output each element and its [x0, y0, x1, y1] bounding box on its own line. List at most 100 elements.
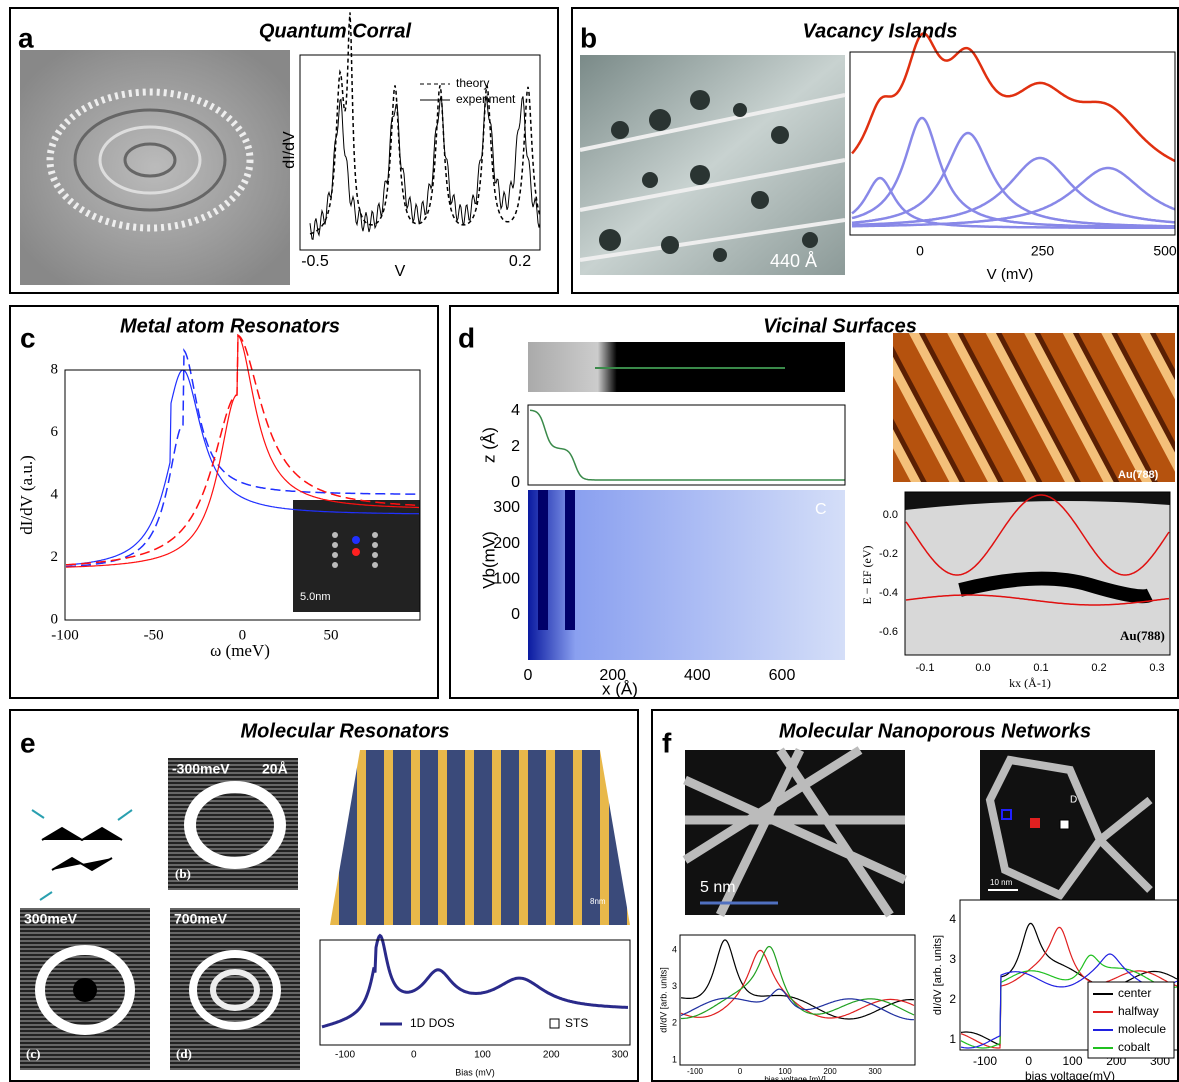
legend-box — [1087, 981, 1175, 1059]
y-tick-label: 4 — [672, 944, 677, 954]
x-tick-label: 500 — [1153, 243, 1177, 259]
x-tick-label: 200 — [543, 1050, 560, 1061]
x-tick-label: -0.1 — [916, 662, 935, 674]
x-axis-label: x (Å) — [602, 679, 638, 698]
x-tick-label: -100 — [687, 1067, 704, 1076]
x-tick-label: 0.2 — [509, 253, 531, 270]
curves — [65, 12, 1178, 1049]
curve — [905, 594, 1170, 606]
x-axis-label: kx (Å-1) — [1009, 676, 1051, 690]
x-tick-label: 0.0 — [975, 662, 990, 674]
plot-frame — [959, 899, 1179, 1051]
plot-frame — [527, 404, 846, 486]
x-tick-label: 0 — [1025, 1054, 1032, 1068]
panel-title: Vacancy Islands — [803, 20, 958, 42]
panel-letter: c — [20, 322, 36, 353]
image-label: Au(788) — [1118, 469, 1159, 481]
panel-title: Molecular Resonators — [241, 720, 450, 742]
x-tick-label: 0.1 — [1033, 662, 1048, 674]
x-tick-label: -100 — [973, 1054, 997, 1068]
x-tick-label: 0 — [239, 627, 247, 643]
y-tick-label: 2 — [672, 1018, 677, 1028]
curve — [309, 12, 541, 235]
y-tick-label: 1 — [672, 1054, 677, 1064]
panel-title: Vicinal Surfaces — [763, 315, 917, 337]
x-tick-label: 0 — [524, 667, 533, 684]
y-axis-label: dI/dV — [281, 131, 298, 169]
curve — [851, 32, 1176, 163]
y-axis-label: E − EF (eV) — [860, 545, 874, 604]
curve — [680, 939, 915, 1020]
legend-marker — [549, 1018, 560, 1029]
panel-title: Quantum Corral — [259, 20, 412, 42]
image-label: 700meV — [174, 911, 228, 927]
x-tick-label: 100 — [1062, 1054, 1082, 1068]
scale-label: 440 Å — [770, 251, 817, 271]
curve — [851, 156, 1176, 227]
y-tick-label: 0 — [51, 611, 59, 627]
curve — [851, 116, 1175, 229]
scale-label: 5 nm — [700, 879, 736, 896]
y-axis-label: dI/dV [arb. units] — [932, 935, 944, 1015]
y-tick-label: 8 — [51, 361, 59, 377]
curve — [309, 95, 541, 240]
plot-frame — [299, 54, 541, 251]
x-tick-label: 100 — [474, 1050, 491, 1061]
panel-letter: e — [20, 727, 36, 758]
curve — [65, 333, 420, 566]
image-label: 20Å — [262, 761, 288, 777]
image-label: D — [1070, 795, 1077, 806]
x-axis-label: V (mV) — [987, 266, 1034, 283]
x-tick-label: 300 — [868, 1067, 882, 1076]
curve — [960, 926, 1178, 1049]
x-tick-label: 100 — [778, 1067, 792, 1076]
plot-frame — [904, 491, 1171, 656]
y-tick-label: 100 — [493, 571, 520, 588]
x-tick-label: 0 — [411, 1050, 417, 1061]
panel-letter: d — [458, 322, 475, 353]
panel-letter: f — [662, 727, 672, 758]
image-label: (b) — [175, 866, 191, 881]
legend-label: STS — [565, 1016, 588, 1030]
legend-label: experiment — [456, 92, 516, 106]
x-tick-label: 250 — [1031, 243, 1055, 259]
images — [20, 50, 1175, 1070]
x-axis-label: Bias (mV) — [455, 1067, 495, 1077]
image-label: -300meV — [172, 761, 230, 777]
y-tick-label: 0 — [511, 606, 520, 623]
y-tick-label: -0.4 — [879, 587, 898, 599]
image-label: 300meV — [24, 911, 78, 927]
scale-label: 8nm — [590, 897, 606, 906]
image-label: (d) — [176, 1046, 192, 1061]
curve — [321, 933, 628, 1029]
x-tick-label: 200 — [599, 667, 626, 684]
legend-label: center — [1118, 986, 1151, 1000]
curve — [65, 333, 419, 568]
x-tick-label: 0.2 — [1091, 662, 1106, 674]
y-tick-label: 4 — [949, 912, 956, 926]
y-tick-label: 2 — [949, 992, 956, 1006]
y-tick-label: 4 — [51, 486, 59, 502]
plot-frame — [849, 51, 1176, 236]
x-tick-label: 300 — [612, 1050, 629, 1061]
y-tick-label: 0.0 — [883, 509, 898, 521]
scale-label: 5.0nm — [300, 591, 331, 603]
legend-label: theory — [456, 76, 489, 90]
plot-frame — [319, 939, 631, 1046]
y-axis-label: dI/dV (a.u.) — [17, 455, 36, 534]
map-label: C — [815, 501, 827, 518]
x-tick-label: 600 — [769, 667, 796, 684]
x-tick-label: -50 — [144, 627, 164, 643]
x-tick-label: 400 — [684, 667, 711, 684]
plot-frame — [679, 934, 916, 1066]
panel-letter: a — [18, 22, 34, 53]
y-tick-label: 2 — [511, 438, 520, 455]
y-tick-label: 3 — [672, 981, 677, 991]
y-tick-label: 300 — [493, 499, 520, 516]
image-label: (c) — [26, 1046, 40, 1061]
y-axis-label: Vb(mV) — [479, 531, 498, 589]
x-axis-label: ω (meV) — [210, 641, 270, 660]
x-axis-label: bias voltage [mV] — [764, 1075, 825, 1082]
legend-label: cobalt — [1118, 1040, 1151, 1054]
panel-title: Molecular Nanoporous Networks — [779, 720, 1091, 742]
